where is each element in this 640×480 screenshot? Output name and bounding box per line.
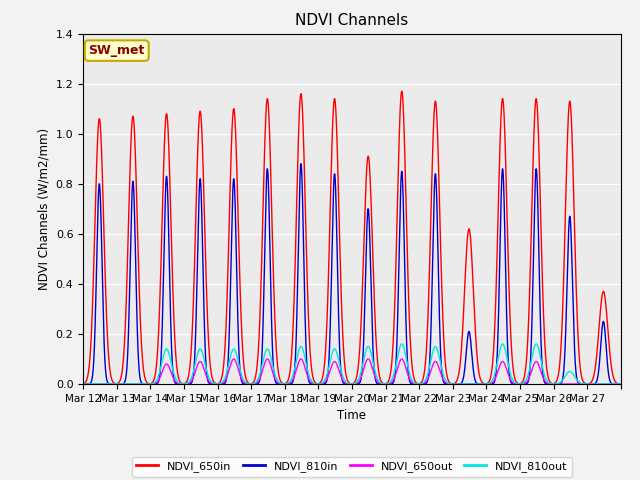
NDVI_810out	[106, 381, 114, 387]
X-axis label: Time: Time	[337, 409, 367, 422]
Text: SW_met: SW_met	[88, 44, 145, 57]
NDVI_650out	[106, 381, 114, 387]
NDVI_650out	[617, 381, 625, 387]
NDVI_810in	[397, 171, 405, 177]
Line: NDVI_810in: NDVI_810in	[83, 164, 621, 384]
Title: NDVI Channels: NDVI Channels	[296, 13, 408, 28]
NDVI_810out	[421, 378, 429, 384]
NDVI_650in	[397, 90, 405, 96]
NDVI_810out	[478, 381, 486, 387]
NDVI_810out	[398, 341, 406, 347]
NDVI_650in	[106, 369, 114, 375]
NDVI_810out	[397, 341, 405, 347]
NDVI_810in	[617, 381, 625, 387]
NDVI_810in	[106, 381, 114, 387]
NDVI_650out	[478, 381, 486, 387]
Line: NDVI_810out: NDVI_810out	[83, 344, 621, 384]
NDVI_650out	[421, 380, 429, 385]
NDVI_810in	[507, 379, 515, 384]
NDVI_650in	[478, 379, 486, 385]
NDVI_650out	[79, 381, 87, 387]
NDVI_650out	[230, 356, 237, 362]
NDVI_650in	[421, 366, 429, 372]
NDVI_650out	[397, 356, 405, 362]
NDVI_810in	[478, 381, 486, 387]
NDVI_650out	[274, 380, 282, 385]
Line: NDVI_650in: NDVI_650in	[83, 91, 621, 384]
NDVI_650in	[398, 88, 406, 94]
NDVI_810in	[274, 381, 282, 387]
NDVI_810out	[617, 381, 625, 387]
Legend: NDVI_650in, NDVI_810in, NDVI_650out, NDVI_810out: NDVI_650in, NDVI_810in, NDVI_650out, NDV…	[132, 457, 572, 477]
NDVI_810in	[421, 381, 429, 387]
NDVI_810out	[79, 381, 87, 387]
NDVI_810in	[483, 381, 490, 387]
NDVI_810in	[79, 381, 87, 387]
Line: NDVI_650out: NDVI_650out	[83, 359, 621, 384]
NDVI_650out	[507, 377, 515, 383]
NDVI_650in	[79, 381, 87, 386]
NDVI_650in	[507, 326, 515, 332]
NDVI_810in	[297, 161, 305, 167]
NDVI_810out	[507, 372, 515, 377]
Y-axis label: NDVI Channels (W/m2/mm): NDVI Channels (W/m2/mm)	[37, 128, 50, 290]
NDVI_810out	[274, 378, 282, 384]
NDVI_650in	[274, 365, 282, 371]
NDVI_650in	[617, 381, 625, 387]
